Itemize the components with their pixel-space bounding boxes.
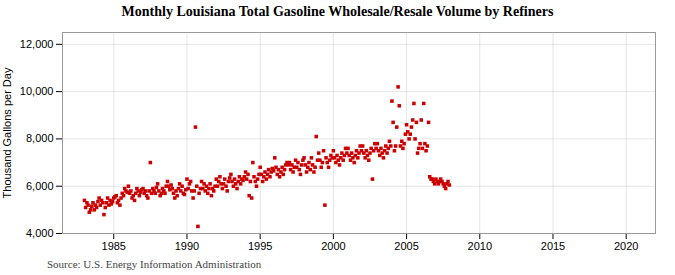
- svg-text:2020: 2020: [614, 240, 638, 252]
- svg-text:1990: 1990: [175, 240, 199, 252]
- svg-text:Thousand Gallons per Day: Thousand Gallons per Day: [1, 67, 13, 198]
- html-text:Monthly Louisiana Total Gasoli: Monthly Louisiana Total Gasoline Wholesa…: [121, 4, 554, 19]
- svg-text:4,000: 4,000: [26, 227, 54, 239]
- html-text:Source: U.S. Energy Informatio: Source: U.S. Energy Information Administ…: [47, 258, 262, 270]
- svg-text:2005: 2005: [394, 240, 418, 252]
- svg-text:2015: 2015: [541, 240, 565, 252]
- svg-text:2000: 2000: [321, 240, 345, 252]
- svg-text:10,000: 10,000: [20, 85, 54, 97]
- svg-text:12,000: 12,000: [20, 38, 54, 50]
- svg-text:1985: 1985: [102, 240, 126, 252]
- svg-text:2010: 2010: [468, 240, 492, 252]
- svg-text:1995: 1995: [248, 240, 272, 252]
- svg-text:6,000: 6,000: [26, 180, 54, 192]
- svg-text:8,000: 8,000: [26, 132, 54, 144]
